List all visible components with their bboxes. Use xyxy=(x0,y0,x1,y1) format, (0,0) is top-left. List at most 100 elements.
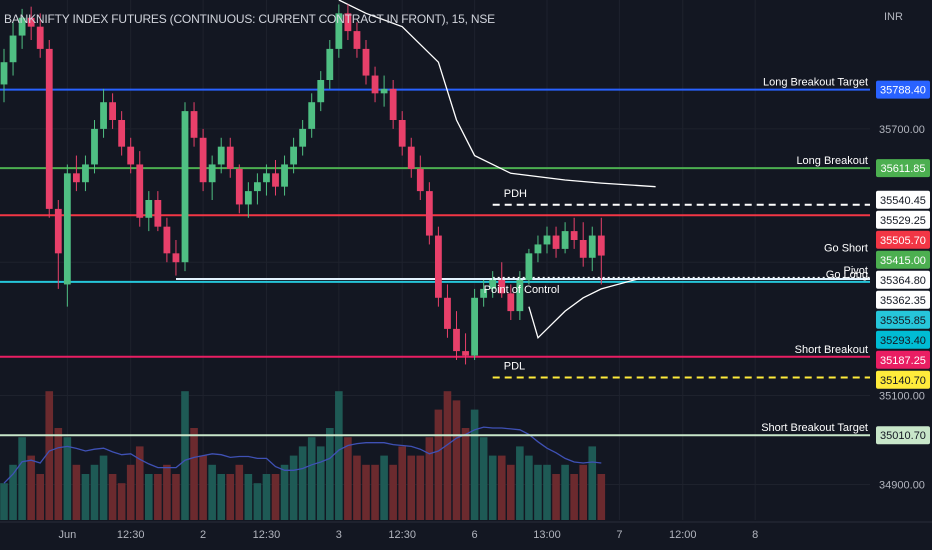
candle-body xyxy=(317,80,325,103)
price-tag-value: 35140.70 xyxy=(880,375,926,387)
candle-body xyxy=(82,164,89,183)
candle-body xyxy=(27,17,35,27)
candle-body xyxy=(217,146,225,165)
candle-body xyxy=(18,17,26,36)
candle-body xyxy=(498,280,506,294)
volume-bar xyxy=(326,428,334,520)
level-label: Pivot xyxy=(844,265,868,277)
price-tag xyxy=(876,270,930,289)
volume-bar xyxy=(154,474,162,520)
candle-body xyxy=(570,231,578,240)
candle-body xyxy=(362,48,370,76)
candle-body xyxy=(380,88,388,94)
level-label: Go Long xyxy=(826,269,868,281)
price-tag-value: 35529.25 xyxy=(880,215,926,227)
volume-bar xyxy=(425,437,434,520)
volume-bar xyxy=(588,446,597,520)
anchored-vwap-curve xyxy=(528,278,638,340)
candle-body xyxy=(226,146,234,169)
candle-body xyxy=(136,164,144,218)
candle-body xyxy=(416,168,424,192)
volume-bar xyxy=(36,474,44,520)
indicator-curves xyxy=(338,0,656,340)
volume-bar xyxy=(353,455,361,520)
candle-body xyxy=(371,75,379,94)
price-tag-value: 35788.40 xyxy=(880,85,926,97)
volume-bar xyxy=(27,455,35,520)
volume-bar xyxy=(298,446,307,520)
volume-bar xyxy=(371,464,379,520)
volume-bar xyxy=(181,391,189,520)
candle-body xyxy=(272,173,279,187)
candle-body xyxy=(281,164,288,187)
price-tag-value: 35415.00 xyxy=(880,255,926,267)
candle-body xyxy=(480,288,488,298)
candle-body xyxy=(244,191,252,205)
volume-bar xyxy=(552,474,560,520)
level-label: Long Breakout xyxy=(796,155,868,167)
volume-bar xyxy=(45,391,54,520)
volume-bar xyxy=(235,464,244,520)
volume-bar xyxy=(570,474,578,520)
volume-bar xyxy=(108,474,117,520)
currency-label: INR xyxy=(884,11,903,23)
candle-body xyxy=(489,280,497,289)
volume-bar xyxy=(18,437,26,520)
candle-body xyxy=(127,146,135,165)
price-tag xyxy=(876,330,930,349)
candle-body xyxy=(0,62,8,85)
time-axis-background xyxy=(0,522,932,550)
level-label: Short Breakout Target xyxy=(761,422,868,434)
candle-body xyxy=(45,48,53,209)
time-axis[interactable]: Jun 12:30 2 12:30 3 12:30 6 13:00 7 12:00 8 xyxy=(0,521,932,550)
price-tag xyxy=(876,80,930,99)
candle-body xyxy=(389,88,397,120)
price-tag-value: 35505.70 xyxy=(880,235,926,247)
candle-body xyxy=(398,120,406,147)
candle-body xyxy=(453,328,460,352)
volume-bar xyxy=(398,446,406,520)
price-tag xyxy=(876,350,930,369)
volume-bar xyxy=(271,474,280,520)
volume-bar xyxy=(461,428,470,520)
candle-body xyxy=(579,240,587,258)
price-scale-label: 34900.00 xyxy=(879,479,925,491)
volume-bar xyxy=(208,464,216,520)
price-tag xyxy=(876,210,930,229)
volume-bar xyxy=(54,428,63,520)
candle-body xyxy=(63,173,71,285)
level-label: Short Breakout xyxy=(795,344,868,356)
candle-body xyxy=(54,208,62,254)
volume-bar xyxy=(479,437,488,520)
candle-body xyxy=(235,168,243,205)
price-tag xyxy=(876,230,930,249)
candle-body xyxy=(208,164,216,183)
price-tag xyxy=(876,310,930,329)
candle-body xyxy=(163,226,171,254)
price-tag-value: 35010.70 xyxy=(880,430,926,442)
volume-bar xyxy=(362,464,370,520)
vwap-curve xyxy=(338,0,656,188)
volume-bar xyxy=(117,483,126,520)
price-tag-value: 35364.80 xyxy=(880,275,926,287)
time-label: 12:00 xyxy=(669,529,697,541)
candle-body xyxy=(145,200,153,218)
price-tag xyxy=(876,159,930,178)
volume-ma-line xyxy=(3,426,602,484)
price-tag-value: 35355.85 xyxy=(880,315,926,327)
candle-body xyxy=(91,128,98,165)
volume-bar xyxy=(217,474,225,520)
price-tag xyxy=(876,190,930,209)
volume-bar xyxy=(126,464,135,520)
annotation-label: PDL xyxy=(504,360,525,372)
time-label: Jun xyxy=(58,529,76,541)
price-axis[interactable]: Long Breakout Target Long Breakout Go Shor… xyxy=(761,0,932,550)
candle-body xyxy=(471,297,478,356)
candle-body xyxy=(552,235,560,249)
volume-bar xyxy=(72,464,81,520)
candle-body xyxy=(100,102,107,129)
volume-bar xyxy=(434,409,443,520)
volume-bar xyxy=(81,474,90,520)
volume-bar xyxy=(443,391,452,520)
